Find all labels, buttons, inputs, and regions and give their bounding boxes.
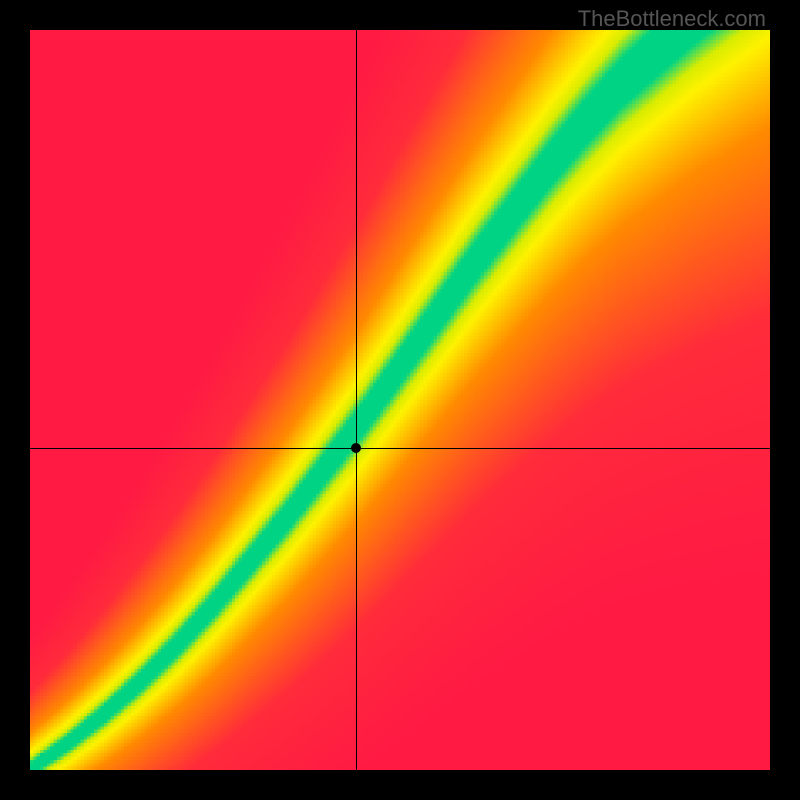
marker-point <box>351 443 361 453</box>
crosshair-horizontal <box>30 448 770 449</box>
crosshair-vertical <box>356 30 357 770</box>
plot-area <box>30 30 770 770</box>
watermark-text: TheBottleneck.com <box>578 6 766 32</box>
heatmap-canvas <box>30 30 770 770</box>
chart-container: TheBottleneck.com <box>0 0 800 800</box>
